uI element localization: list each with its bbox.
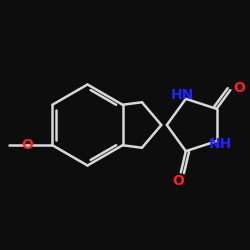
Text: HN: HN bbox=[170, 88, 194, 102]
Text: O: O bbox=[233, 80, 245, 94]
Text: O: O bbox=[22, 138, 33, 152]
Text: O: O bbox=[172, 174, 184, 188]
Text: NH: NH bbox=[209, 137, 232, 151]
